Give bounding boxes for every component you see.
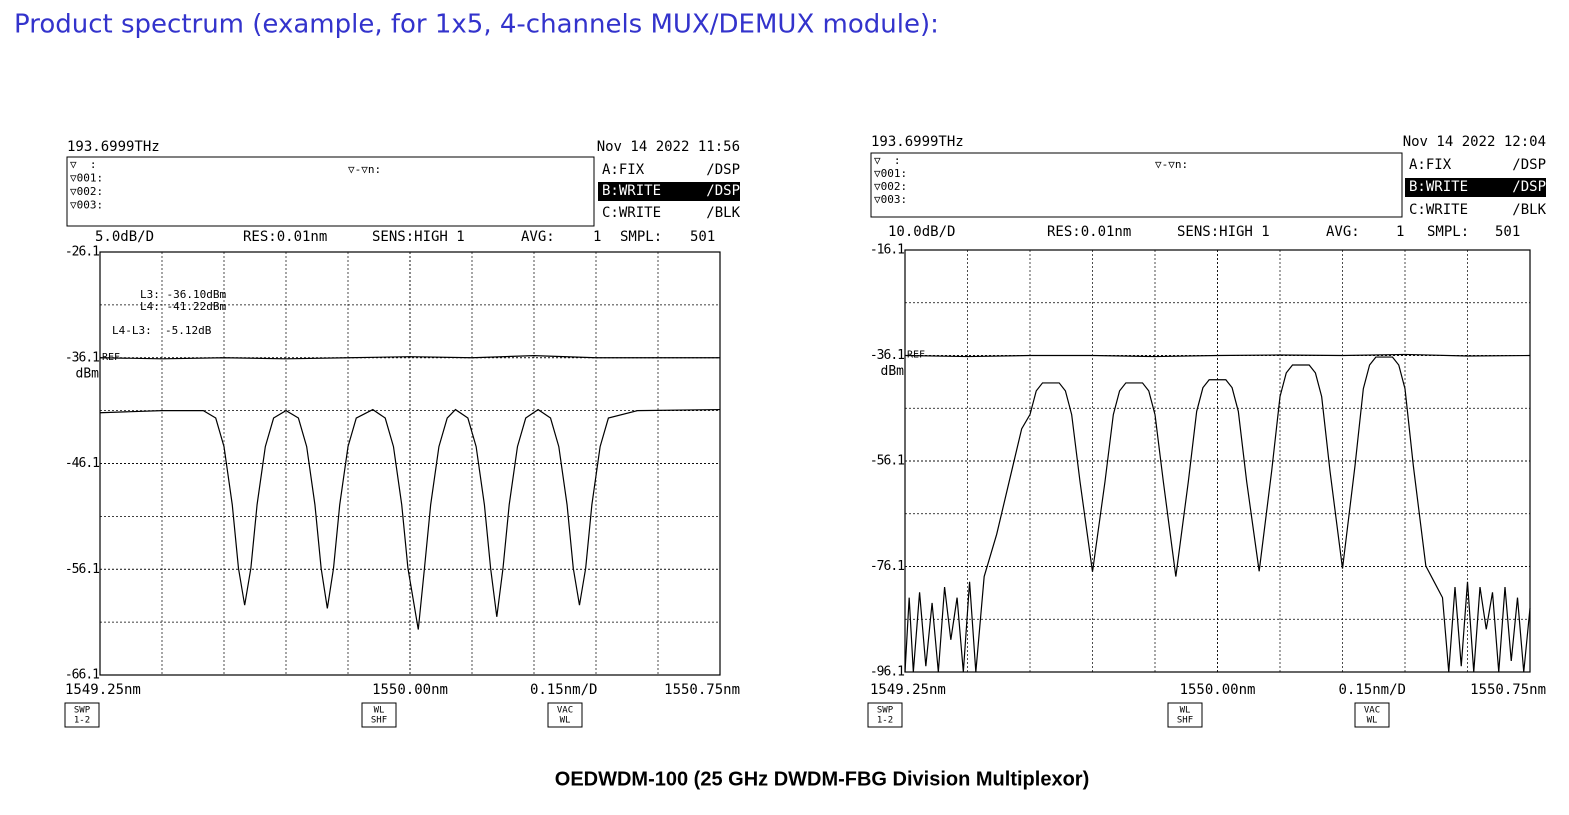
marker-label: ▽002: — [874, 180, 907, 193]
soft-key-label: WL — [374, 706, 385, 716]
caption: OEDWDM-100 (25 GHz DWDM-FBG Division Mul… — [555, 768, 1089, 790]
ref-label: REF — [907, 350, 925, 361]
trace-mode: A:FIX — [602, 162, 645, 178]
soft-key — [1354, 702, 1390, 728]
setting: SENS:HIGH 1 — [1177, 224, 1270, 240]
trace-display: /DSP — [1512, 157, 1546, 173]
soft-key-label: WL — [1180, 706, 1191, 716]
ref-label: REF — [102, 352, 120, 363]
setting: SMPL: — [620, 229, 662, 245]
y-tick-label: -66.1 — [65, 668, 99, 683]
marker-label: ▽002: — [70, 185, 103, 198]
soft-key — [1167, 702, 1203, 728]
setting: 1 — [593, 229, 601, 245]
y-tick-label: -26.1 — [65, 245, 99, 260]
marker-label: ▽003: — [874, 193, 907, 206]
soft-key-label: 1-2 — [877, 716, 893, 726]
setting: 5.0dB/D — [95, 229, 154, 245]
setting: 501 — [690, 229, 715, 245]
plot-frame — [99, 251, 721, 676]
soft-key — [867, 702, 903, 728]
annotation: L3: -36.10dBm — [140, 288, 226, 301]
x-tick-label: 1549.25nm — [65, 682, 141, 698]
setting: SENS:HIGH 1 — [372, 229, 465, 245]
trace-display: /BLK — [1512, 202, 1546, 218]
trace-mode: B:WRITE — [1409, 179, 1468, 195]
setting: AVG: — [1326, 224, 1360, 240]
trace-display: /DSP — [706, 183, 740, 199]
trace — [99, 408, 721, 630]
marker-label: ▽ : — [70, 158, 97, 171]
setting: 1 — [1396, 224, 1404, 240]
setting: 10.0dB/D — [888, 224, 955, 240]
y-unit: dBm — [76, 366, 100, 381]
marker-label: ▽001: — [70, 172, 103, 185]
marker-label: ▽001: — [874, 167, 907, 180]
trace-mode: B:WRITE — [602, 183, 661, 199]
timestamp: Nov 14 2022 11:56 — [597, 139, 740, 155]
timestamp: Nov 14 2022 12:04 — [1403, 134, 1546, 150]
page-title: Product spectrum (example, for 1x5, 4-ch… — [14, 10, 939, 40]
x-tick-label: 1550.75nm — [1470, 682, 1546, 698]
delta-label: ▽-▽n: — [348, 163, 381, 176]
setting: SMPL: — [1427, 224, 1469, 240]
annotation: L4-L3: -5.12dB — [112, 324, 212, 337]
soft-key-label: 1-2 — [74, 716, 90, 726]
x-tick-label: 1550.75nm — [664, 682, 740, 698]
y-tick-label: -36.1 — [870, 348, 904, 363]
x-tick-label: 1550.00nm — [1180, 682, 1256, 698]
setting: 501 — [1495, 224, 1520, 240]
marker-box — [870, 152, 1403, 218]
soft-key-label: VAC — [557, 706, 573, 716]
frequency: 193.6999THz — [67, 139, 160, 155]
trace-display: /BLK — [706, 205, 740, 221]
y-unit: dBm — [881, 364, 905, 379]
trace-display: /DSP — [706, 162, 740, 178]
soft-key-label: WL — [560, 716, 571, 726]
marker-label: ▽ : — [874, 154, 901, 167]
soft-key-label: VAC — [1364, 706, 1380, 716]
annotation: L4: -41.22dBm — [140, 300, 226, 313]
trace-mode: C:WRITE — [602, 205, 661, 221]
trace-mode: C:WRITE — [1409, 202, 1468, 218]
setting: RES:0.01nm — [243, 229, 327, 245]
highlight — [598, 182, 740, 201]
trace-mode: A:FIX — [1409, 157, 1452, 173]
soft-key-label: WL — [1367, 716, 1378, 726]
frequency: 193.6999THz — [871, 134, 964, 150]
trace — [904, 356, 1531, 673]
y-tick-label: -76.1 — [870, 559, 904, 574]
trace — [904, 353, 1531, 358]
y-tick-label: -36.1 — [65, 350, 99, 365]
y-tick-label: -96.1 — [870, 665, 904, 680]
setting: AVG: — [521, 229, 555, 245]
y-tick-label: -46.1 — [65, 456, 99, 471]
soft-key-label: SHF — [371, 716, 387, 726]
y-tick-label: -16.1 — [870, 243, 904, 258]
plot-frame — [904, 249, 1531, 673]
setting: RES:0.01nm — [1047, 224, 1131, 240]
y-tick-label: -56.1 — [870, 454, 904, 469]
soft-key-label: SWP — [74, 706, 91, 716]
x-per-div: 0.15nm/D — [530, 682, 597, 698]
soft-key-label: SWP — [877, 706, 894, 716]
x-per-div: 0.15nm/D — [1339, 682, 1406, 698]
soft-key-label: SHF — [1177, 716, 1193, 726]
trace-display: /DSP — [1512, 179, 1546, 195]
trace — [99, 355, 720, 360]
marker-box — [66, 156, 595, 227]
soft-key — [547, 702, 583, 728]
soft-key — [361, 702, 397, 728]
delta-label: ▽-▽n: — [1155, 158, 1188, 171]
soft-key — [64, 702, 100, 728]
x-tick-label: 1550.00nm — [372, 682, 448, 698]
y-tick-label: -56.1 — [65, 562, 99, 577]
x-tick-label: 1549.25nm — [870, 682, 946, 698]
highlight — [1405, 178, 1546, 197]
marker-label: ▽003: — [70, 199, 103, 212]
